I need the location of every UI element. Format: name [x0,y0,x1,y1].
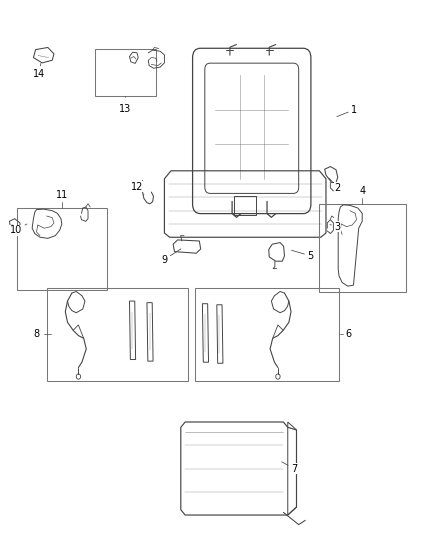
Text: 5: 5 [292,251,314,261]
Text: 8: 8 [34,329,40,340]
Text: 3: 3 [330,222,341,232]
Bar [17,208,107,290]
Bar [195,288,339,381]
Text: 10: 10 [10,224,27,236]
Text: 12: 12 [131,182,144,195]
Text: 14: 14 [33,63,45,79]
Text: 9: 9 [161,249,181,264]
Text: 13: 13 [119,104,131,115]
Text: 2: 2 [329,178,341,193]
Text: 7: 7 [282,462,297,473]
Bar [318,204,406,292]
Bar [234,196,256,215]
Bar [46,288,188,381]
Text: 4: 4 [359,187,365,196]
Text: 11: 11 [56,190,68,200]
Text: 1: 1 [337,104,357,117]
Bar [95,49,155,96]
Text: 6: 6 [346,329,352,340]
